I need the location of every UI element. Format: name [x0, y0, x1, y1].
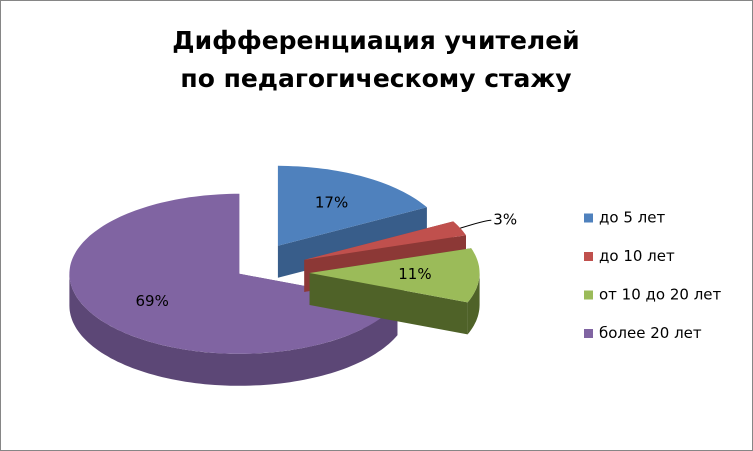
slice [69, 193, 398, 354]
data-label: 3% [493, 211, 517, 229]
data-label: 69% [136, 292, 169, 310]
slice [277, 165, 427, 246]
slice-side [69, 273, 398, 386]
chart-title: по педагогическому стажу [180, 64, 571, 93]
slice-side [467, 273, 480, 335]
legend-label: более 20 лет [599, 324, 702, 342]
legend-marker [584, 252, 593, 261]
legend-label: до 5 лет [599, 209, 665, 227]
slice [304, 221, 466, 260]
legend-marker [584, 213, 593, 223]
data-label: 17% [315, 194, 348, 212]
legend-label: до 10 лет [599, 247, 675, 265]
data-label: 11% [398, 265, 431, 283]
slice-side [309, 273, 468, 335]
slice [309, 248, 480, 303]
legend-label: от 10 до 20 лет [599, 286, 722, 304]
chart-title: Дифференциация учителей [172, 26, 579, 55]
leader-line [460, 219, 492, 229]
legend-marker [584, 290, 593, 300]
legend-marker [584, 329, 593, 338]
